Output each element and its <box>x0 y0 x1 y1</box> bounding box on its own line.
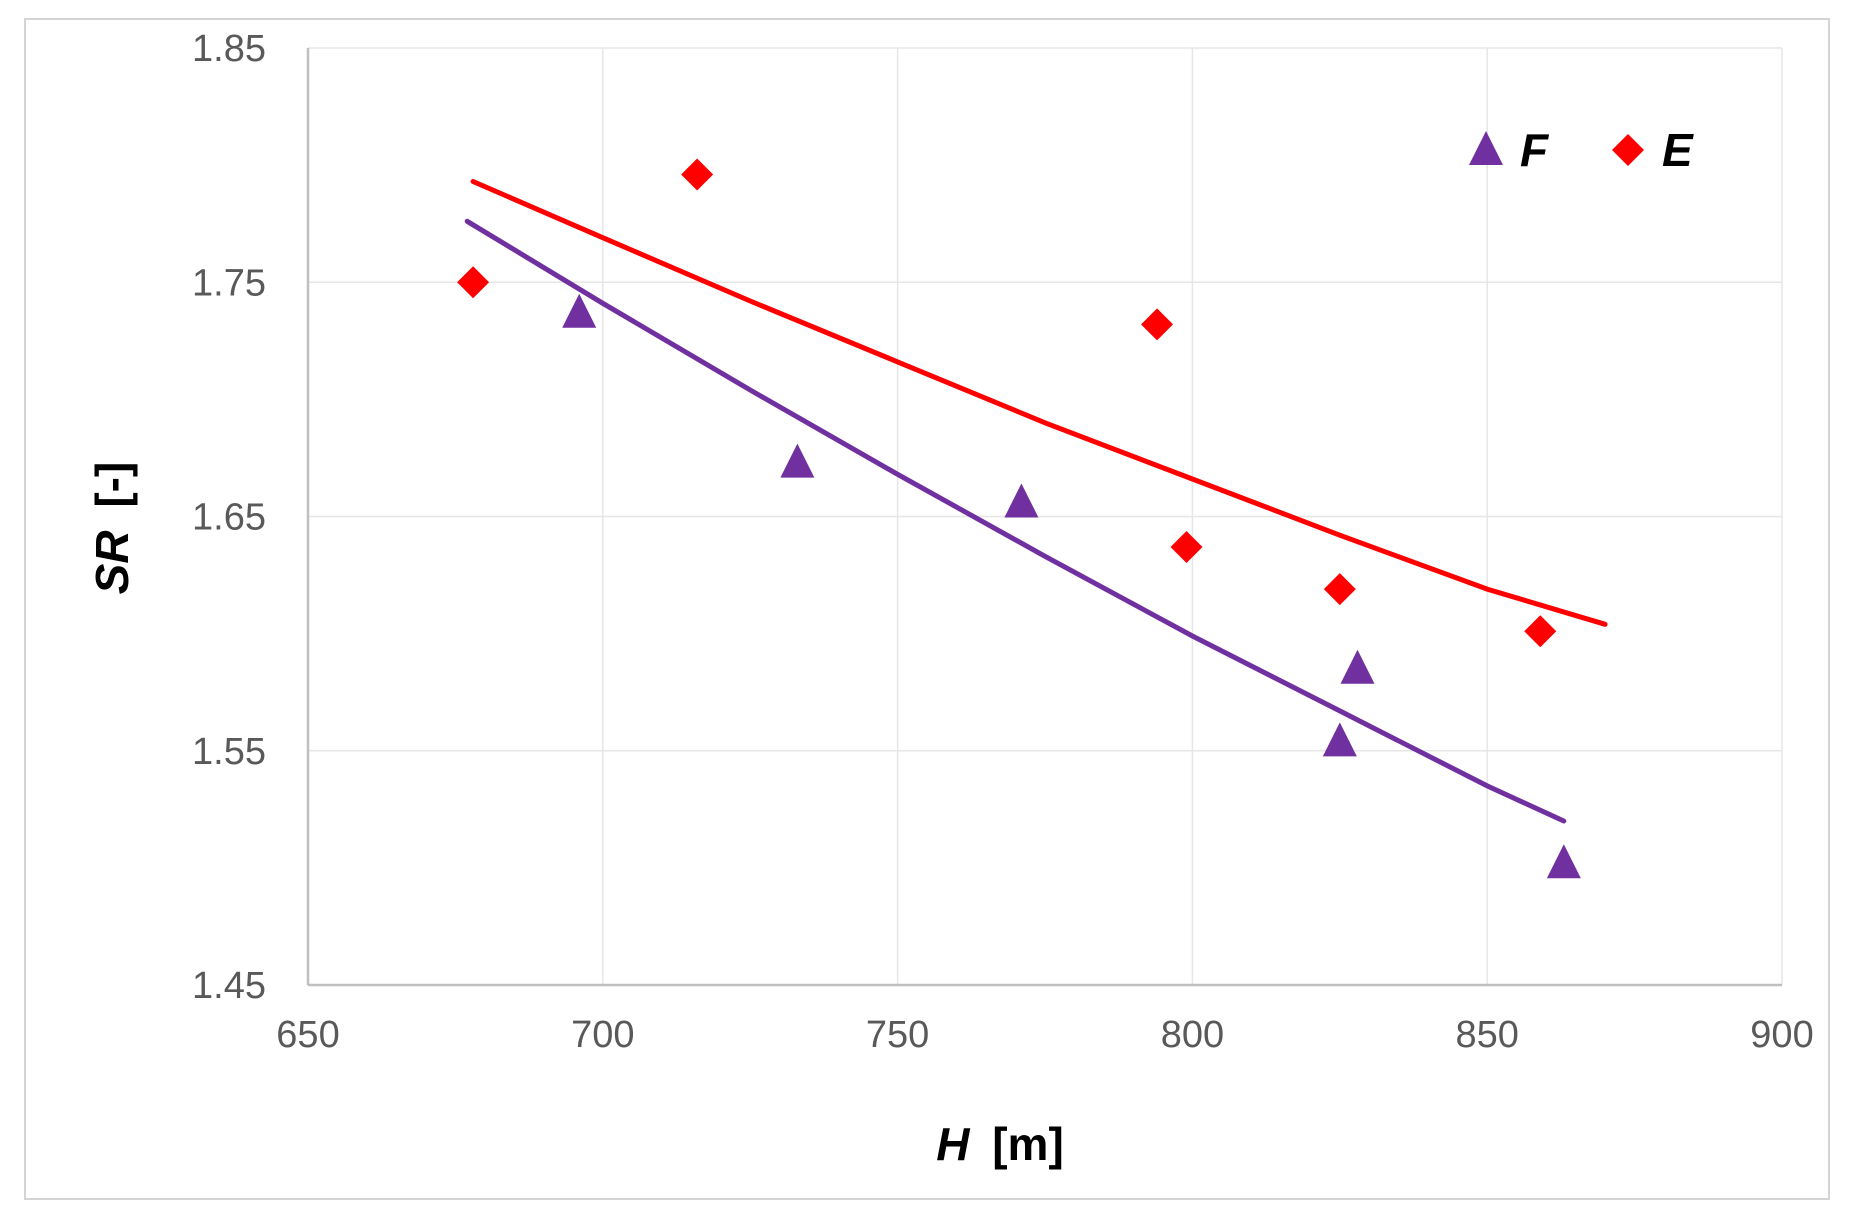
x-tick-label: 750 <box>866 1014 929 1056</box>
y-tick-label: 1.45 <box>192 965 266 1007</box>
data-point-F <box>1004 483 1039 518</box>
x-tick-label: 900 <box>1750 1014 1813 1056</box>
y-tick-label: 1.75 <box>192 262 266 304</box>
chart-frame <box>24 18 1830 1200</box>
legend-label-F: F <box>1520 124 1550 176</box>
gridlines <box>308 47 1783 985</box>
data-point-F <box>1322 722 1357 757</box>
x-axis-label: H [m] <box>936 1118 1064 1170</box>
data-point-F <box>562 293 597 328</box>
tick-labels: 650 700 750 800 850 900 1.45 1.55 1.65 1.75 1.85 <box>192 28 1814 1056</box>
legend-marker-F <box>1469 131 1503 165</box>
x-tick-label: 650 <box>276 1014 339 1056</box>
x-tick-label: 850 <box>1455 1014 1518 1056</box>
trend-lines <box>464 179 1608 824</box>
y-axis-label-var: SR <box>86 530 138 594</box>
trend-line-F <box>464 218 1567 824</box>
legend-marker-E <box>1612 134 1644 166</box>
data-point-E <box>1170 530 1203 563</box>
y-tick-label: 1.55 <box>192 731 266 773</box>
data-point-E <box>1141 308 1174 341</box>
y-axis-label-unit: [-] <box>86 462 138 508</box>
x-axis-label-unit: [m] <box>992 1118 1064 1170</box>
data-point-E <box>457 266 490 299</box>
y-tick-label: 1.85 <box>192 28 266 70</box>
y-axis-label: SR [-] <box>86 462 138 595</box>
legend-label-E: E <box>1662 124 1694 176</box>
axes <box>306 48 1782 987</box>
y-tick-label: 1.65 <box>192 497 266 539</box>
data-point-F <box>1340 649 1375 684</box>
data-points <box>457 158 1581 879</box>
x-tick-label: 800 <box>1161 1014 1224 1056</box>
x-axis-label-var: H <box>936 1118 970 1170</box>
data-point-E <box>681 158 714 191</box>
data-point-E <box>1524 615 1557 648</box>
data-point-F <box>780 443 815 478</box>
data-point-F <box>1546 844 1581 879</box>
data-point-E <box>1323 573 1356 606</box>
trend-line-E <box>470 179 1608 627</box>
x-tick-label: 700 <box>571 1014 634 1056</box>
